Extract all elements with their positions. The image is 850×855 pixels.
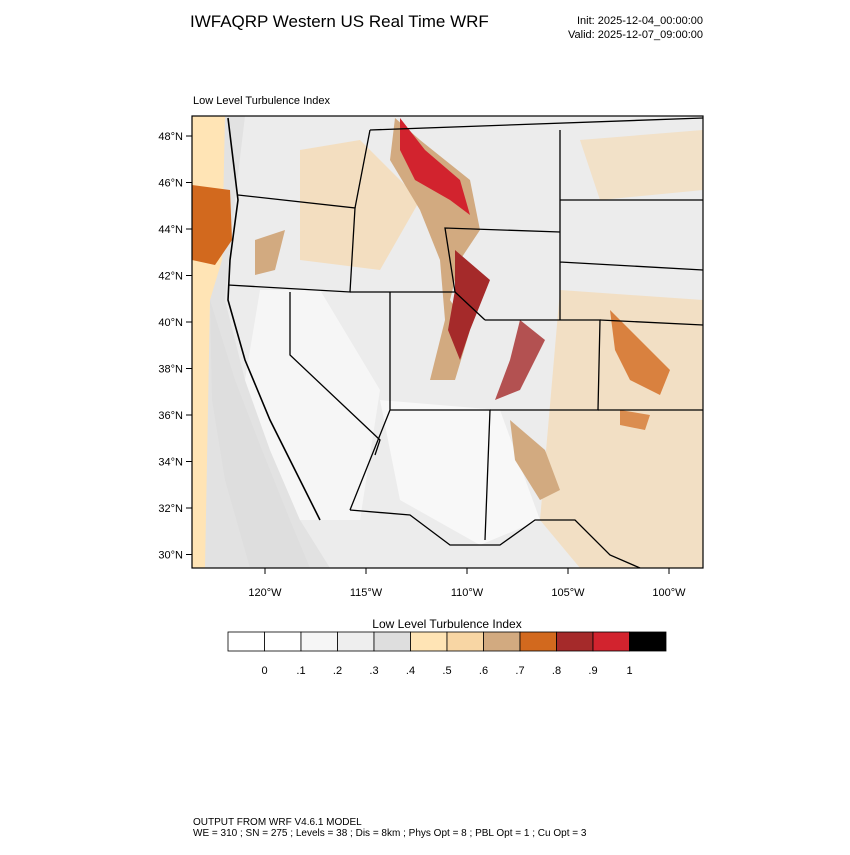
colorbar-label: .8 [552, 665, 561, 677]
lat-label: 44°N [158, 224, 183, 236]
lon-label: 105°W [551, 587, 585, 599]
colorbar-swatch [556, 631, 594, 652]
title: IWFAQRP Western US Real Time WRF [190, 12, 489, 31]
colorbar-swatch [227, 631, 265, 652]
colorbar-label: .5 [442, 665, 451, 677]
colorbar-swatch [373, 631, 411, 652]
colorbar-swatch [300, 631, 338, 652]
colorbar-swatch [446, 631, 484, 652]
footer-line: WE = 310 ; SN = 275 ; Levels = 38 ; Dis … [193, 828, 587, 839]
valid-time: Valid: 2025-12-07_09:00:00 [568, 29, 703, 41]
colorbar-label: .4 [406, 665, 415, 677]
lat-label: 38°N [158, 364, 183, 376]
lat-label: 32°N [158, 503, 183, 515]
colorbar-title: Low Level Turbulence Index [372, 617, 521, 631]
lon-label: 100°W [652, 587, 686, 599]
lat-label: 46°N [158, 178, 183, 190]
colorbar-label: 1 [626, 665, 632, 677]
map: 48°N 46°N 44°N 42°N 40°N 38°N 36°N 34°N 32°N 30°N… [158, 115, 704, 599]
footer-line: OUTPUT FROM WRF V4.6.1 MODEL [193, 817, 362, 828]
lon-label: 115°W [350, 587, 383, 599]
colorbar-label: .9 [588, 665, 597, 677]
lon-label: 120°W [248, 587, 282, 599]
colorbar-swatch [629, 631, 667, 652]
colorbar-swatch [592, 631, 630, 652]
colorbar-swatch [337, 631, 375, 652]
colorbar: 0 .1 .2 .3 .4 .5 .6 .7 .8 .9 1 [227, 631, 667, 677]
colorbar-label: .3 [369, 665, 378, 677]
init-time: Init: 2025-12-04_00:00:00 [577, 15, 703, 27]
lat-label: 40°N [158, 317, 183, 329]
lat-label: 48°N [158, 131, 183, 143]
colorbar-swatch [519, 631, 557, 652]
lat-label: 42°N [158, 271, 183, 283]
lat-label: 36°N [158, 410, 183, 422]
lat-label: 34°N [158, 457, 183, 469]
colorbar-label: 0 [261, 665, 267, 677]
map-subtitle: Low Level Turbulence Index [193, 95, 330, 107]
lon-label: 110°W [451, 587, 484, 599]
colorbar-label: .7 [515, 665, 524, 677]
colorbar-label: .6 [479, 665, 488, 677]
colorbar-label: .1 [296, 665, 305, 677]
colorbar-label: .2 [333, 665, 342, 677]
colorbar-swatch [483, 631, 521, 652]
lat-label: 30°N [158, 550, 183, 562]
colorbar-swatch [410, 631, 448, 652]
colorbar-swatch [264, 631, 302, 652]
